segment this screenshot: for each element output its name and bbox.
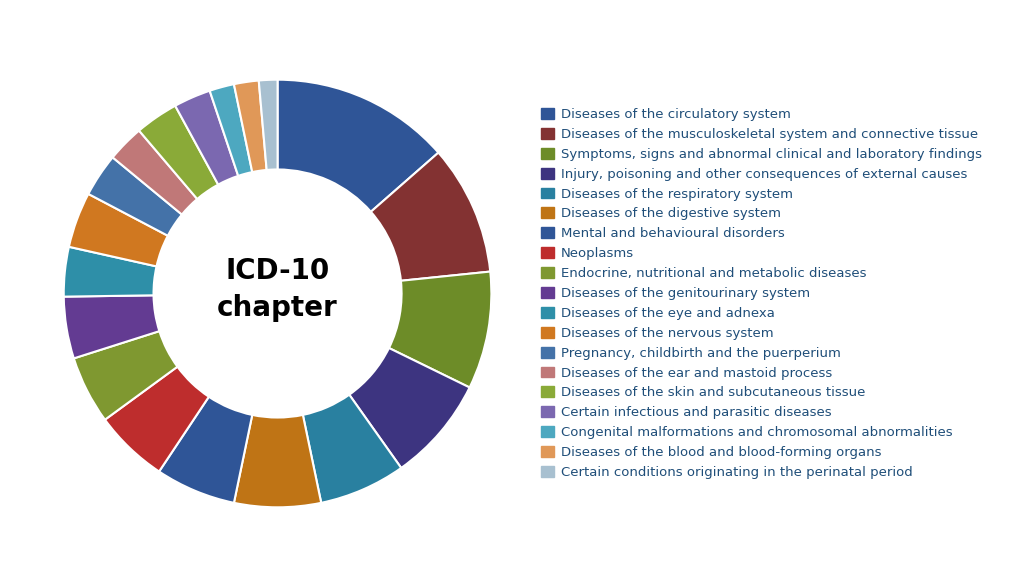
Wedge shape: [234, 415, 321, 507]
Wedge shape: [371, 153, 490, 281]
Wedge shape: [175, 91, 238, 185]
Wedge shape: [350, 348, 470, 468]
Wedge shape: [64, 247, 156, 296]
Wedge shape: [389, 272, 491, 387]
Text: ICD-10
chapter: ICD-10 chapter: [217, 257, 338, 322]
Wedge shape: [88, 157, 182, 236]
Wedge shape: [278, 80, 438, 212]
Wedge shape: [139, 106, 218, 199]
Wedge shape: [234, 80, 266, 172]
Wedge shape: [74, 331, 178, 420]
Wedge shape: [113, 130, 197, 215]
Wedge shape: [210, 84, 252, 176]
Wedge shape: [259, 80, 278, 170]
Wedge shape: [64, 295, 159, 359]
Wedge shape: [159, 397, 252, 503]
Legend: Diseases of the circulatory system, Diseases of the musculoskeletal system and c: Diseases of the circulatory system, Dise…: [541, 108, 982, 479]
Wedge shape: [303, 394, 401, 503]
Wedge shape: [105, 367, 209, 471]
Wedge shape: [69, 194, 168, 266]
